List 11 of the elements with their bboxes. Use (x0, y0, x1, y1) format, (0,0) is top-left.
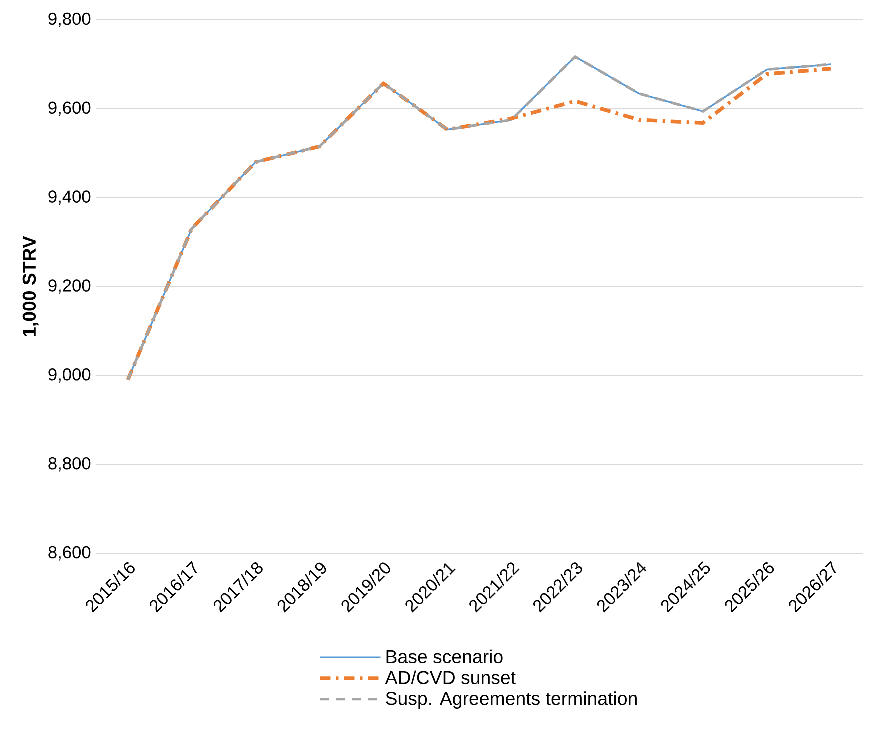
y-tick-label: 9,000 (48, 368, 91, 383)
legend-label: Base scenario (386, 650, 503, 664)
legend-label: Susp. Agreements termination (386, 691, 637, 709)
y-axis-title: 1,000 STRV (22, 236, 39, 336)
y-tick-label: 8,800 (48, 457, 91, 472)
y-tick-label: 8,600 (48, 546, 91, 561)
y-tick-label: 9,200 (48, 279, 91, 294)
y-tick-label: 9,800 (48, 12, 91, 28)
y-tick-label: 9,400 (48, 190, 91, 205)
legend-label: AD/CVD sunset (385, 670, 516, 684)
y-tick-label: 9,600 (48, 102, 91, 116)
